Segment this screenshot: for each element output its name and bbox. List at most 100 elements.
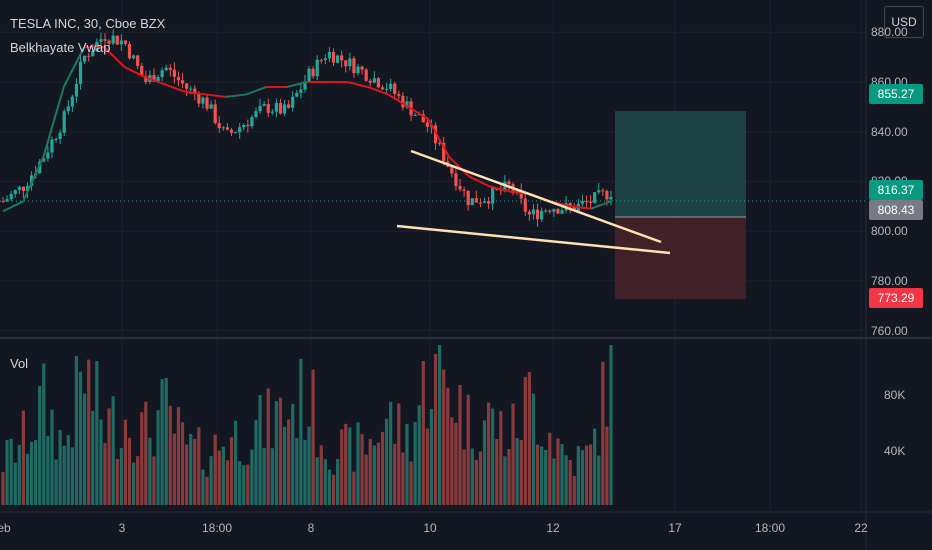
vwap-segment: [352, 82, 358, 86]
target-zone[interactable]: [615, 111, 746, 217]
candle-body: [74, 83, 79, 97]
candle-body: [66, 106, 70, 112]
candle-body: [70, 96, 74, 107]
candle-body: [413, 115, 417, 117]
price-tick: 800.00: [871, 224, 908, 239]
candle-body: [62, 111, 66, 133]
candle-body: [376, 78, 381, 88]
candle-body: [78, 61, 83, 84]
vwap-segment: [463, 170, 470, 178]
vwap-segment: [154, 79, 161, 84]
candle-body: [238, 127, 242, 133]
indicator-label[interactable]: Belkhayate Vwap: [10, 40, 111, 55]
volume-bar: [397, 403, 401, 505]
candles: [1, 29, 613, 227]
volume-tick-80k: 80K: [884, 388, 906, 402]
time-label: 17: [668, 521, 682, 535]
candle-body: [348, 58, 352, 67]
volume-bar: [148, 437, 152, 505]
volume-bar: [233, 420, 238, 505]
vwap-segment: [210, 94, 216, 97]
candle-body: [393, 83, 397, 95]
vwap-segment: [215, 94, 221, 98]
vwap-line: [2, 46, 612, 213]
candle-body: [303, 81, 307, 90]
volume-label[interactable]: Vol: [10, 356, 29, 371]
candle-body: [282, 104, 287, 114]
volume-bar: [83, 393, 87, 505]
vwap-segment: [22, 189, 30, 202]
volume-bar: [189, 434, 193, 505]
candle-body: [287, 104, 291, 108]
volume-bar: [507, 449, 511, 505]
volume-bar: [197, 427, 201, 505]
currency-button[interactable]: USD: [884, 6, 924, 38]
volume-bar: [303, 439, 307, 505]
volume-bar: [62, 445, 66, 505]
vwap-segment: [494, 186, 500, 190]
candle-body: [364, 69, 368, 81]
trendline-lower[interactable]: [396, 224, 671, 255]
vwap-segment: [62, 76, 70, 88]
vwap-segment: [32, 167, 40, 180]
candle-body: [568, 203, 572, 207]
stop-zone[interactable]: [615, 217, 746, 299]
vwap-segment: [560, 202, 566, 207]
vwap-segment: [402, 102, 409, 108]
volume-bar: [511, 403, 515, 505]
candle-body: [380, 87, 385, 90]
price-tick: 880.00: [871, 25, 908, 40]
vwap-segment: [37, 156, 45, 169]
time-label: 3: [118, 521, 126, 535]
vwap-segment: [580, 206, 586, 210]
candle-body: [340, 55, 344, 61]
vwap-segment: [179, 89, 186, 93]
vwap-segment: [27, 178, 35, 191]
candle-body: [274, 103, 278, 112]
candle-body: [405, 101, 409, 108]
vwap-segment: [600, 202, 607, 206]
candle-body: [315, 59, 319, 77]
volume-bar: [535, 444, 540, 505]
candle-body: [491, 188, 495, 204]
volume-bar: [499, 411, 503, 505]
volume-bar: [540, 446, 544, 505]
volume-bar: [372, 445, 376, 505]
price-tick: 780.00: [871, 273, 908, 288]
volume-bar: [552, 458, 556, 505]
candle-body: [531, 209, 536, 215]
trendline-upper[interactable]: [410, 149, 662, 244]
vwap-segment: [423, 115, 430, 121]
vwap-segment: [169, 85, 176, 90]
volume-bar: [70, 447, 74, 505]
volume-bar: [474, 459, 478, 505]
vwap-segment: [235, 94, 242, 97]
volume-bar: [478, 451, 483, 505]
volume-bar: [576, 446, 580, 505]
volume-bar: [13, 462, 17, 505]
candle-body: [462, 189, 466, 191]
volume-bar: [185, 444, 189, 505]
volume-bar: [560, 444, 564, 505]
vwap-segment: [417, 112, 425, 118]
time-label: 12: [546, 521, 560, 535]
candle-body: [152, 75, 156, 82]
candle-body: [572, 206, 576, 212]
candle-body: [246, 124, 250, 127]
volume-bar: [491, 408, 495, 505]
vwap-segment: [241, 93, 247, 97]
candle-body: [266, 104, 270, 113]
vwap-segment: [575, 205, 581, 209]
volume-bar: [87, 359, 91, 505]
vwap-segment: [590, 205, 597, 210]
candle-body: [299, 89, 303, 93]
volume-bar: [287, 419, 291, 505]
volume-bar: [25, 453, 30, 505]
volume-bar: [107, 408, 111, 505]
candle-body: [535, 209, 540, 220]
volume-bar: [503, 456, 507, 505]
candle-body: [1, 201, 5, 203]
volume-bar: [315, 457, 319, 505]
vwap-segment: [377, 89, 384, 94]
